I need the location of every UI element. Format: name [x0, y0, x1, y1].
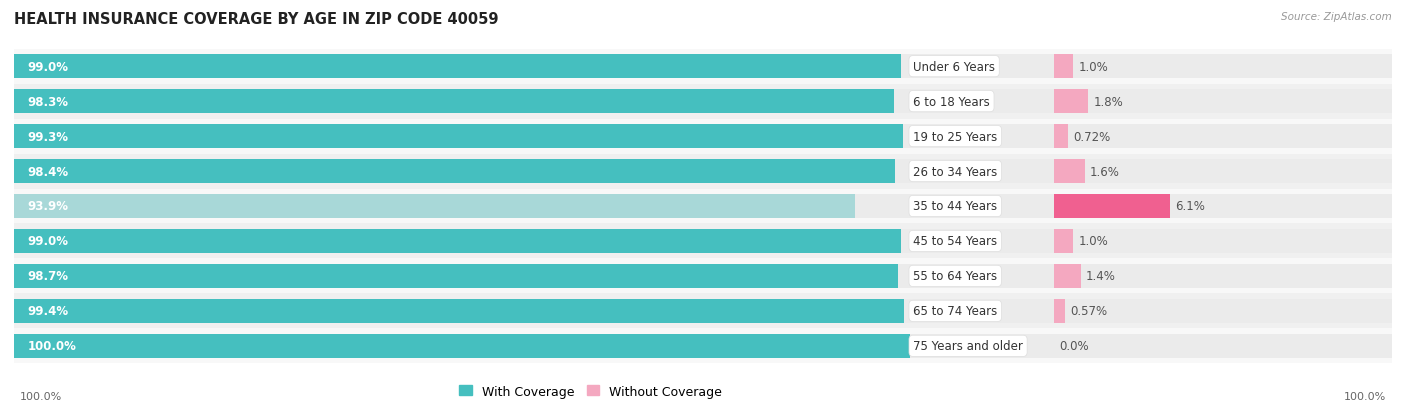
Text: 1.8%: 1.8%	[1094, 95, 1123, 108]
Text: 98.3%: 98.3%	[28, 95, 69, 108]
Bar	[910, 125, 1392, 149]
Bar	[910, 159, 1392, 184]
Bar	[14, 159, 896, 184]
Text: 100.0%: 100.0%	[28, 339, 76, 352]
Bar	[1054, 299, 1066, 323]
Bar	[1054, 90, 1088, 114]
Legend: With Coverage, Without Coverage: With Coverage, Without Coverage	[454, 380, 727, 403]
Bar	[14, 294, 910, 329]
Bar	[910, 55, 1392, 79]
Bar	[1054, 194, 1170, 219]
Text: 19 to 25 Years: 19 to 25 Years	[912, 130, 997, 143]
Text: 0.0%: 0.0%	[1060, 339, 1090, 352]
Text: Under 6 Years: Under 6 Years	[912, 61, 995, 74]
Text: 98.7%: 98.7%	[28, 270, 69, 283]
Bar	[910, 119, 1392, 154]
Bar	[1054, 264, 1081, 288]
Text: 93.9%: 93.9%	[28, 200, 69, 213]
Text: 98.4%: 98.4%	[28, 165, 69, 178]
Bar	[910, 154, 1392, 189]
Bar	[14, 90, 910, 114]
Text: 0.72%: 0.72%	[1073, 130, 1111, 143]
Bar	[14, 194, 910, 219]
Bar	[910, 299, 1392, 323]
Bar	[14, 90, 894, 114]
Bar	[14, 84, 910, 119]
Bar	[14, 50, 910, 84]
Bar	[910, 90, 1392, 114]
Bar	[14, 264, 910, 288]
Bar	[1054, 55, 1073, 79]
Bar	[910, 294, 1392, 329]
Bar	[14, 299, 904, 323]
Text: 99.0%: 99.0%	[28, 235, 69, 248]
Text: 99.3%: 99.3%	[28, 130, 69, 143]
Bar	[910, 224, 1392, 259]
Bar	[14, 159, 910, 184]
Bar	[14, 334, 910, 358]
Bar	[1054, 125, 1069, 149]
Bar	[910, 229, 1392, 254]
Text: 99.4%: 99.4%	[28, 305, 69, 318]
Bar	[14, 119, 910, 154]
Text: 100.0%: 100.0%	[1344, 392, 1386, 401]
Bar	[1054, 159, 1084, 184]
Bar	[14, 125, 904, 149]
Text: Source: ZipAtlas.com: Source: ZipAtlas.com	[1281, 12, 1392, 22]
Bar	[14, 55, 901, 79]
Text: 55 to 64 Years: 55 to 64 Years	[912, 270, 997, 283]
Text: 100.0%: 100.0%	[20, 392, 62, 401]
Bar	[910, 84, 1392, 119]
Bar	[14, 329, 910, 363]
Text: 35 to 44 Years: 35 to 44 Years	[912, 200, 997, 213]
Text: 0.57%: 0.57%	[1070, 305, 1108, 318]
Bar	[14, 125, 910, 149]
Text: 1.0%: 1.0%	[1078, 235, 1108, 248]
Text: 75 Years and older: 75 Years and older	[912, 339, 1024, 352]
Text: 1.4%: 1.4%	[1085, 270, 1116, 283]
Text: 6 to 18 Years: 6 to 18 Years	[912, 95, 990, 108]
Bar	[14, 334, 910, 358]
Text: 1.6%: 1.6%	[1090, 165, 1119, 178]
Bar	[910, 259, 1392, 294]
Text: 26 to 34 Years: 26 to 34 Years	[912, 165, 997, 178]
Bar	[910, 194, 1392, 219]
Text: HEALTH INSURANCE COVERAGE BY AGE IN ZIP CODE 40059: HEALTH INSURANCE COVERAGE BY AGE IN ZIP …	[14, 12, 499, 27]
Bar	[910, 50, 1392, 84]
Bar	[910, 264, 1392, 288]
Bar	[14, 189, 910, 224]
Bar	[910, 329, 1392, 363]
Bar	[14, 154, 910, 189]
Bar	[14, 224, 910, 259]
Text: 65 to 74 Years: 65 to 74 Years	[912, 305, 997, 318]
Text: 99.0%: 99.0%	[28, 61, 69, 74]
Text: 1.0%: 1.0%	[1078, 61, 1108, 74]
Bar	[14, 264, 898, 288]
Bar	[14, 194, 855, 219]
Bar	[14, 55, 910, 79]
Text: 45 to 54 Years: 45 to 54 Years	[912, 235, 997, 248]
Bar	[910, 189, 1392, 224]
Bar	[14, 229, 901, 254]
Text: 6.1%: 6.1%	[1175, 200, 1205, 213]
Bar	[910, 334, 1392, 358]
Bar	[14, 259, 910, 294]
Bar	[14, 229, 910, 254]
Bar	[14, 299, 910, 323]
Bar	[1054, 229, 1073, 254]
